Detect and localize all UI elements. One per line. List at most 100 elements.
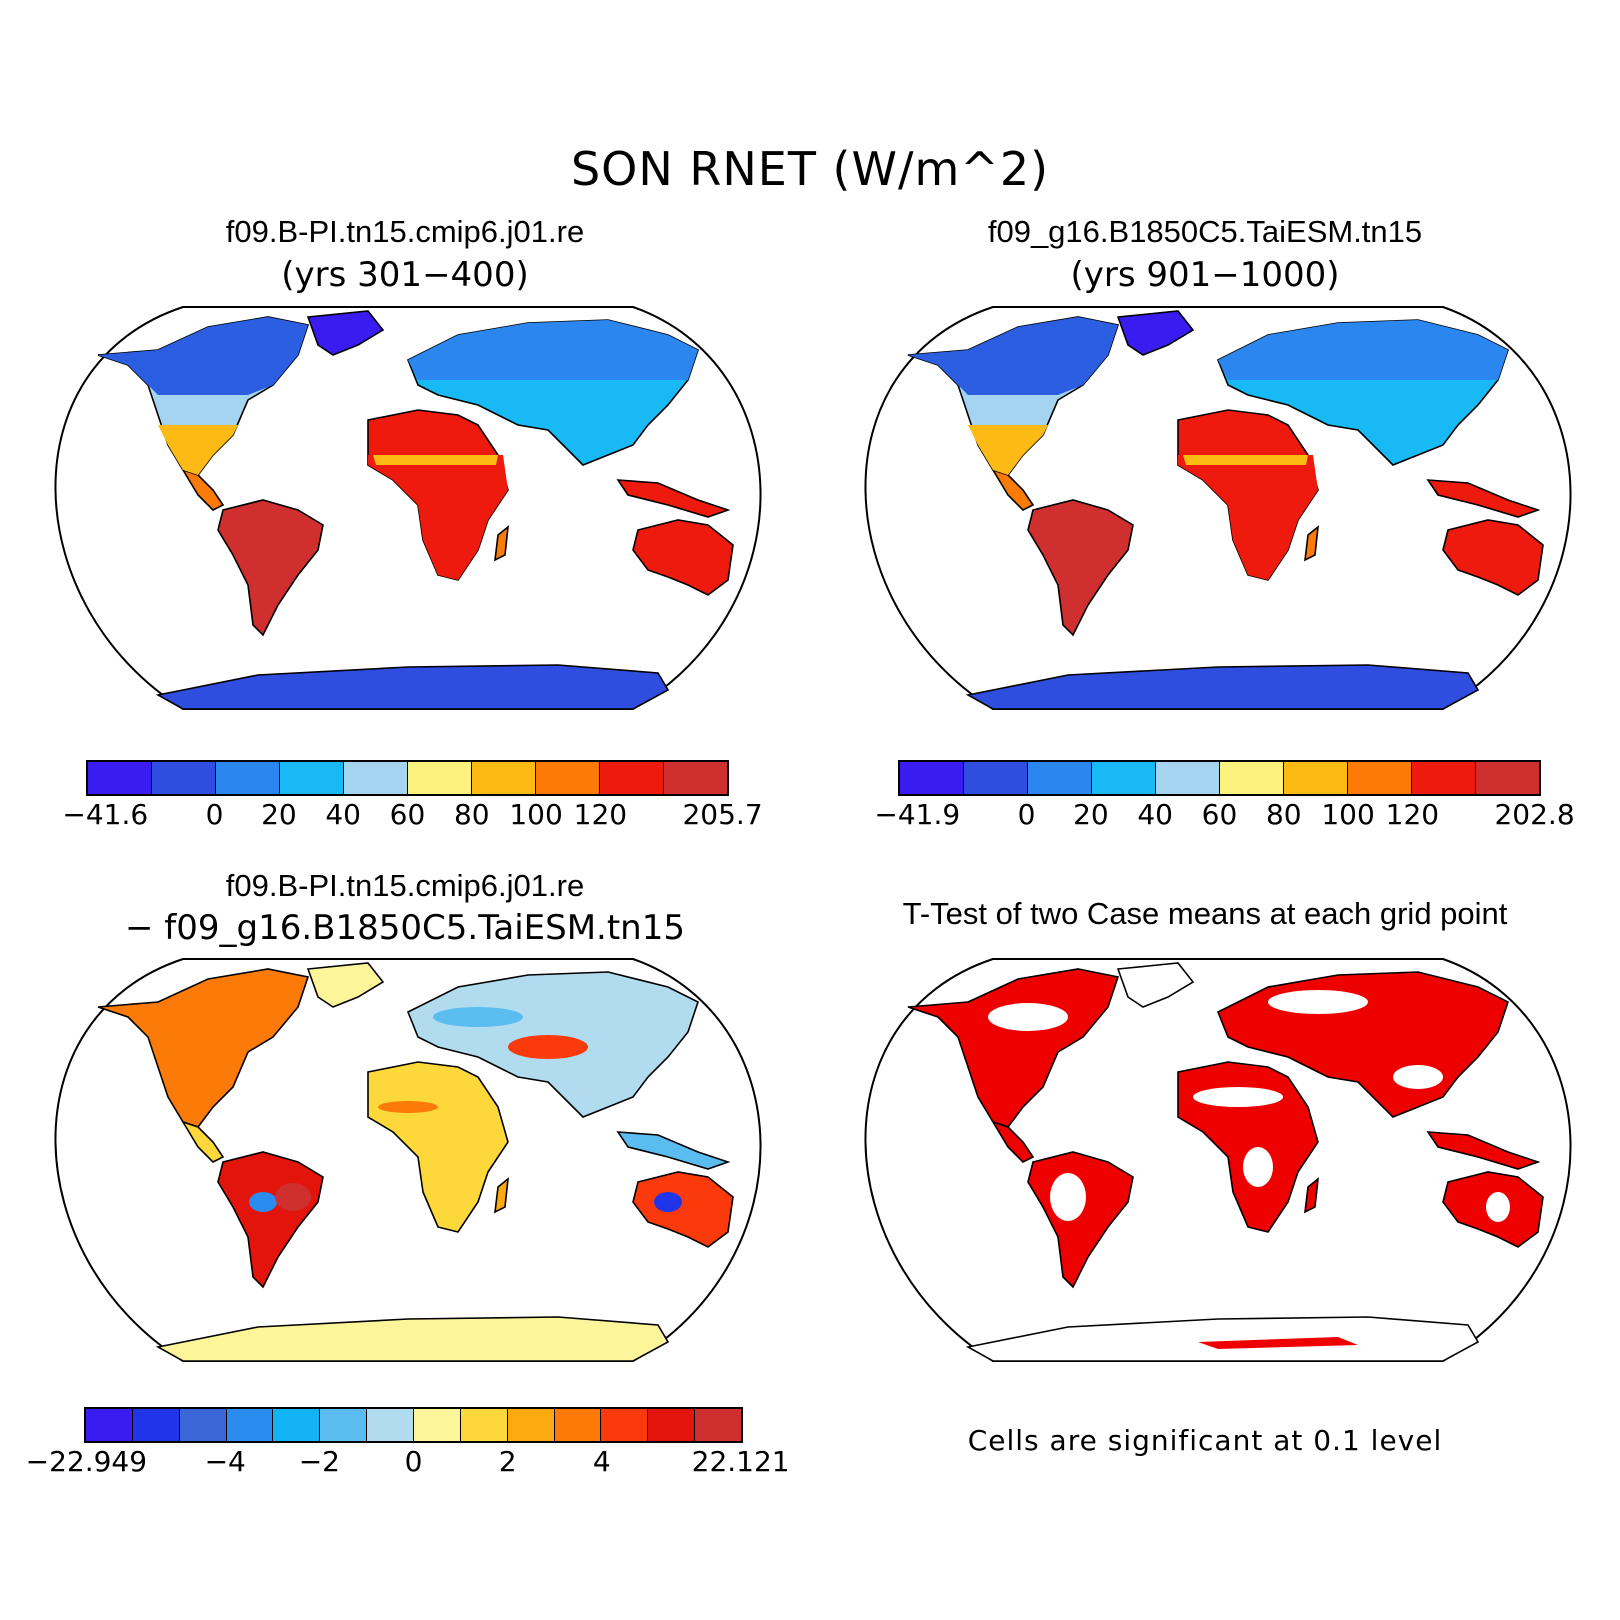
anomaly-patch [433,1007,523,1027]
not-significant-area [1486,1192,1510,1222]
climate-band [373,455,498,465]
colorbar-segment [964,762,1028,794]
continent-indonesia [616,479,731,518]
colorbar-segment [152,762,216,794]
not-significant-area [988,1003,1068,1031]
continent-madagascar [1304,525,1320,562]
panel-bottom-left-case: f09.B-PI.tn15.cmip6.j01.re [225,868,585,903]
continent-northAmerica [907,968,1120,1128]
colorbar-tick-label: −41.9 [874,798,961,831]
map-top-left [54,306,762,710]
continent-australia [632,519,734,596]
colorbar-segment [1284,762,1348,794]
panel-top-left-years: (yrs 301−400) [281,255,529,295]
continent-southAmerica [217,499,324,637]
colorbar-segment [900,762,964,794]
colorbar-tick-label: 40 [325,798,362,831]
anomaly-patch [508,1035,588,1059]
colorbar-segment [367,1409,415,1441]
colorbar-segment [1156,762,1220,794]
not-significant-area [1050,1173,1086,1221]
colorbar-bottom-left [84,1407,743,1443]
climate-band [908,317,1118,395]
colorbar-segment [648,1409,696,1441]
colorbar-segment [132,1409,180,1441]
colorbar-segment [472,762,536,794]
colorbar-tick-label: 80 [453,798,490,831]
panel-top-left-case: f09.B-PI.tn15.cmip6.j01.re [225,214,585,249]
colorbar-segment [273,1409,321,1441]
colorbar-tick-label: 60 [1201,798,1238,831]
colorbar-tick-label: −2 [298,1445,340,1478]
colorbar-segment [460,1409,508,1441]
colorbar-segment [507,1409,555,1441]
continent-antarctica [965,664,1480,710]
colorbar-segment [1412,762,1476,794]
panel-top-right-years: (yrs 901−1000) [1070,255,1340,295]
colorbar-top-right [898,760,1541,796]
not-significant-area [1393,1065,1443,1089]
not-significant-area [1243,1147,1273,1187]
colorbar-tick-label: −4 [204,1445,246,1478]
continent-indonesia [1426,1131,1541,1170]
colorbar-segment [414,1409,461,1441]
continent-madagascar [494,525,510,562]
significant-antarctic-cells [1198,1337,1358,1349]
continent-indonesia [1426,479,1541,518]
colorbar-tick-label: 0 [404,1445,423,1478]
colorbar-segment [600,762,664,794]
colorbar-segment [601,1409,649,1441]
colorbar-tick-label: 120 [573,798,628,831]
colorbar-segment [320,1409,368,1441]
colorbar-segment [695,1409,742,1441]
colorbar-tick-label: 22.121 [691,1445,790,1478]
continent-northAmerica [97,968,310,1128]
colorbar-tick-label: 20 [1073,798,1109,831]
colorbar-tick-label: 4 [592,1445,611,1478]
colorbar-segment [86,1409,133,1441]
colorbar-tick-label: −22.949 [25,1445,148,1478]
colorbar-tick-label: 205.7 [682,798,763,831]
colorbar-tick-label: 0 [1017,798,1036,831]
colorbar-segment [408,762,472,794]
climate-band [408,320,698,380]
colorbar-segment [554,1409,602,1441]
map-top-right [864,306,1572,710]
colorbar-segment [280,762,344,794]
colorbar-tick-label: 202.8 [1494,798,1575,831]
colorbar-top-left [86,760,729,796]
continent-antarctica [155,1316,670,1362]
continent-centralAmerica [991,1120,1035,1163]
climate-band [1178,455,1318,580]
colorbar-segment [536,762,600,794]
continent-indonesia [616,1131,731,1170]
colorbar-segment [88,762,152,794]
climate-band [1218,320,1508,380]
anomaly-patch [654,1192,682,1212]
panel-bottom-right-title: T-Test of two Case means at each grid po… [902,896,1508,931]
colorbar-segment [216,762,280,794]
colorbar-tick-label: 80 [1265,798,1302,831]
continent-greenland [306,962,385,1008]
colorbar-tick-label: −41.6 [62,798,149,831]
colorbar-segment [1476,762,1539,794]
continent-antarctica [965,1316,1480,1362]
colorbar-segment [1092,762,1156,794]
not-significant-area [1193,1087,1283,1107]
anomaly-patch [249,1192,277,1212]
climate-band [958,425,1048,475]
colorbar-segment [1348,762,1412,794]
colorbar-tick-label: 100 [1321,798,1375,831]
anomaly-patch [275,1183,311,1211]
colorbar-segment [226,1409,274,1441]
continent-centralAmerica [181,1120,225,1163]
continent-madagascar [494,1177,510,1214]
colorbar-tick-label: 120 [1385,798,1440,831]
continent-madagascar [1304,1177,1320,1214]
colorbar-segment [664,762,727,794]
continent-australia [1442,519,1544,596]
colorbar-tick-label: 20 [261,798,297,831]
climate-band [1183,455,1308,465]
colorbar-tick-label: 2 [498,1445,517,1478]
climate-band [148,425,238,475]
